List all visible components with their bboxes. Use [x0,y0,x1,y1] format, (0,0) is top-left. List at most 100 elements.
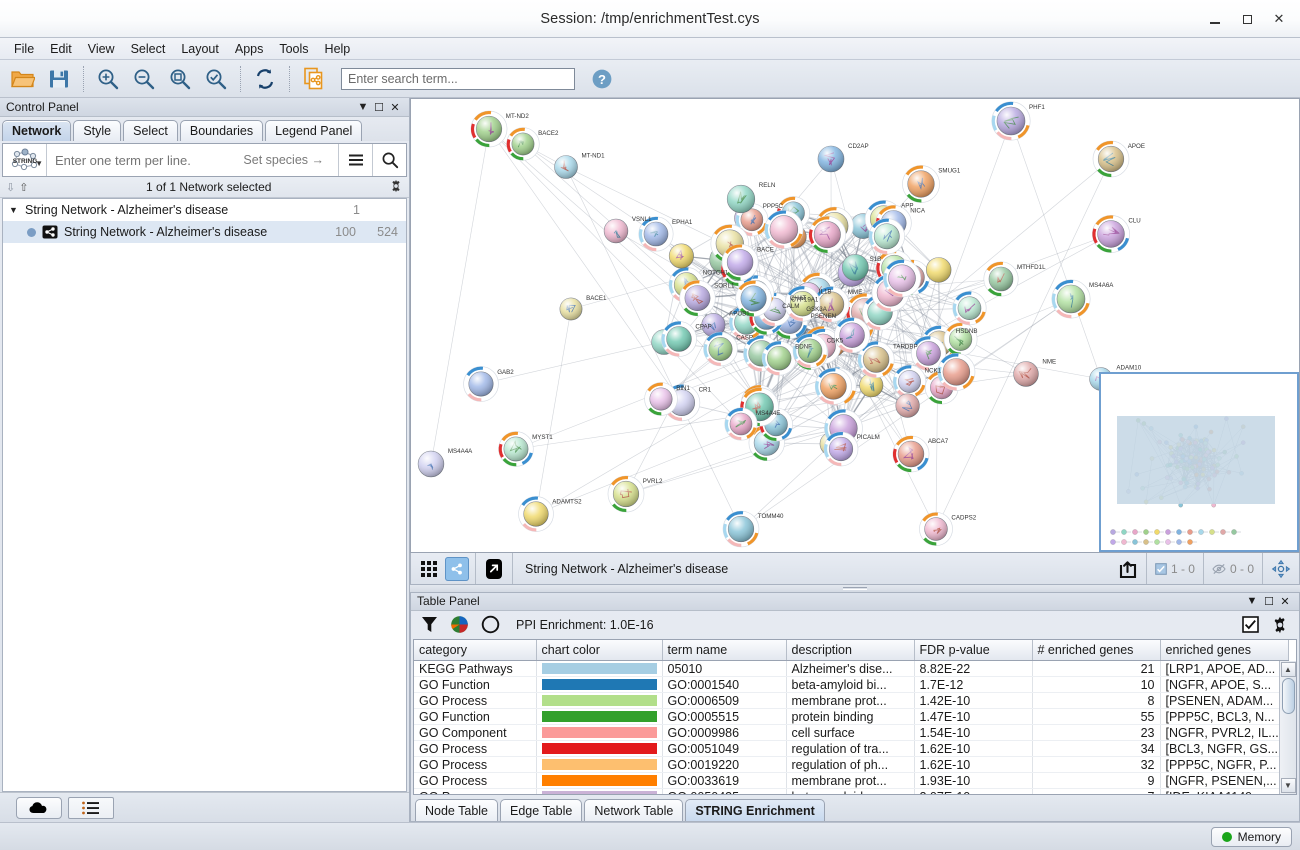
help-icon[interactable]: ? [589,66,615,92]
network-node[interactable] [882,259,922,298]
export-image-icon[interactable] [1116,557,1140,581]
refresh-icon[interactable] [248,63,282,95]
menu-tools[interactable]: Tools [279,41,309,56]
scroll-thumb[interactable] [1281,677,1295,714]
menu-file[interactable]: File [14,41,35,56]
menu-select[interactable]: Select [130,41,166,56]
grid-icon[interactable] [417,557,441,581]
network-node[interactable] [857,341,895,378]
scroll-down-arrow[interactable]: ▼ [1280,778,1296,794]
zoom-fit-icon[interactable] [163,63,197,95]
save-icon[interactable] [42,63,76,95]
network-node[interactable] [784,285,821,322]
table-row[interactable]: GO Function GO:0001540 beta-amyloid bi... 1… [414,676,1289,694]
network-node[interactable] [919,512,953,546]
network-node[interactable] [668,243,694,269]
network-node[interactable] [721,243,759,281]
network-node[interactable] [661,321,697,357]
string-term-input[interactable] [47,144,244,176]
network-node[interactable] [764,210,804,249]
memory-button[interactable]: Memory [1210,826,1292,847]
network-node[interactable] [823,431,859,467]
enrichment-table[interactable]: category chart color term name descripti… [413,638,1297,796]
tab-legend-panel[interactable]: Legend Panel [265,120,363,141]
table-panel-dropdown-icon[interactable]: ▼ [1246,595,1258,608]
zoom-selected-icon[interactable] [199,63,233,95]
table-row[interactable]: GO Process GO:0033619 membrane prot... 1.93… [414,772,1289,790]
network-node[interactable] [498,431,534,467]
col-enriched-count[interactable]: # enriched genes [1032,639,1161,662]
network-node[interactable] [1013,361,1039,387]
scroll-up-arrow[interactable]: ▲ [1280,661,1296,677]
collapse-all-icon[interactable]: ⇩ [6,181,16,194]
magnifier-icon[interactable] [372,144,406,176]
tab-node-table[interactable]: Node Table [415,799,499,822]
close-button[interactable]: ✕ [1273,11,1285,26]
minimize-button[interactable] [1200,5,1230,33]
table-row[interactable]: GO Process GO:0006509 membrane prot... 1.42… [414,692,1289,710]
donut-icon[interactable] [481,615,500,634]
network-node[interactable] [991,101,1031,141]
network-node[interactable] [726,184,756,214]
network-tree[interactable]: ▼ String Network - Alzheimer's disease 1 [2,198,407,792]
menu-edit[interactable]: Edit [50,41,72,56]
network-node[interactable] [679,279,716,317]
navigate-icon[interactable] [1269,557,1293,581]
network-node[interactable] [859,373,884,398]
network-canvas[interactable]: MT-ND2 MT-ND1 VSNL1 GAB2 MYST1 ADAMTS2 PVRL2 TO… [410,98,1300,553]
funnel-icon[interactable] [421,615,438,634]
share-icon[interactable] [445,556,469,581]
tab-select[interactable]: Select [123,120,178,141]
menu-apps[interactable]: Apps [234,41,264,56]
network-node[interactable] [943,322,978,357]
network-node[interactable] [603,218,629,244]
table-vertical-scrollbar[interactable]: ▲ ▼ [1279,660,1296,795]
network-node[interactable] [644,382,678,416]
tree-child-row[interactable]: String Network - Alzheimer's disease 100… [3,221,406,243]
network-node[interactable] [808,215,847,254]
network-node[interactable] [813,286,850,323]
network-graph[interactable]: MT-ND2 MT-ND1 VSNL1 GAB2 MYST1 ADAMTS2 PVRL2 TO… [411,99,1299,552]
network-node[interactable] [735,280,772,317]
network-node[interactable] [638,216,674,252]
col-fdr-pvalue[interactable]: FDR p-value [914,639,1033,662]
network-node[interactable] [983,261,1019,297]
col-category[interactable]: category [414,639,537,662]
maximize-button[interactable] [1232,5,1262,33]
table-row[interactable]: GO Component GO:0009986 cell surface 1.54E-… [414,724,1289,742]
network-settings-gear-icon[interactable] [389,179,403,196]
network-node[interactable] [937,352,976,391]
network-node[interactable] [463,366,499,402]
network-node[interactable] [1092,215,1130,253]
col-description[interactable]: description [786,639,915,662]
table-row[interactable]: GO Process GO:0050435beta-amyloid m...2.0… [414,788,1289,795]
col-chart-color[interactable]: chart color [536,639,663,662]
network-node[interactable] [925,257,952,283]
scroll-track[interactable] [1280,714,1296,777]
checkbox-icon[interactable] [1242,616,1259,634]
tree-expand-icon[interactable]: ▼ [9,205,18,215]
open-folder-icon[interactable] [6,63,40,95]
network-node[interactable] [910,335,947,371]
control-panel-close-icon[interactable]: ✕ [390,101,400,114]
network-node[interactable] [814,367,852,405]
network-node[interactable] [902,165,940,203]
network-node[interactable] [703,331,738,367]
network-node[interactable] [892,435,930,473]
control-panel-float-icon[interactable]: ☐ [374,101,384,114]
string-logo-icon[interactable]: STRING ▼ [3,144,47,176]
gear-icon[interactable] [1271,616,1289,634]
tab-edge-table[interactable]: Edge Table [500,799,583,822]
tab-boundaries[interactable]: Boundaries [179,120,264,141]
network-node[interactable] [895,393,920,418]
search-input[interactable] [341,67,575,90]
tab-style[interactable]: Style [73,120,122,141]
network-node[interactable] [470,110,508,148]
set-species-label[interactable]: Set species → [243,153,324,167]
network-node[interactable] [834,317,871,354]
network-navigator[interactable] [1099,372,1299,552]
list-icon[interactable] [68,796,114,819]
tab-network[interactable]: Network [2,120,72,141]
menu-view[interactable]: View [87,41,115,56]
network-node[interactable] [1051,279,1091,319]
